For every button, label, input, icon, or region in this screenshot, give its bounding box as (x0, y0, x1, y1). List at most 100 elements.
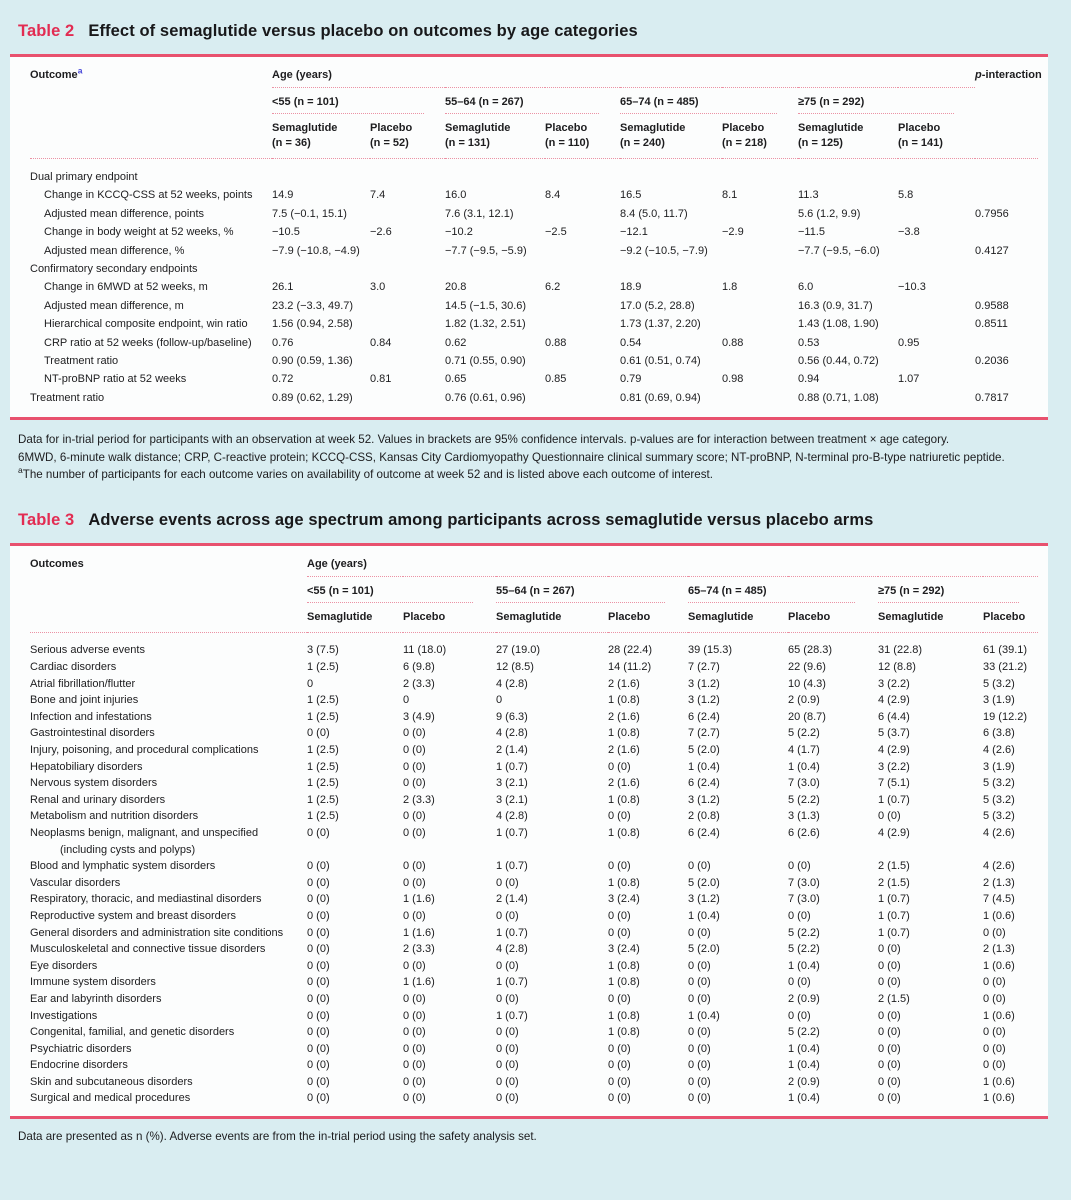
value-cell: 3.0 (370, 281, 386, 294)
value-cell: 4 (2.8) (496, 727, 528, 740)
value-cell: −7.7 (−9.5, −6.0) (798, 244, 880, 257)
value-cell (370, 297, 445, 315)
value-cell (898, 315, 975, 333)
value-cell: 0 (0) (608, 1075, 631, 1088)
value-cell: 0 (0) (878, 943, 901, 956)
value-cell: 3 (2.1) (496, 793, 528, 806)
value-cell: 3 (1.9) (983, 760, 1015, 773)
table-row: Investigations 0 (0) 0 (0) 1 (0.7) 1 (0.8) 1 … (30, 1008, 1038, 1025)
value-cell: 14.9 (272, 189, 294, 202)
table2-surface: Outcomea Age (years) p-interaction <55 (… (10, 54, 1048, 421)
table-row: Atrial fibrillation/flutter 0 2 (3.3) 4 (2.… (30, 676, 1038, 693)
value-cell: 0 (0) (878, 810, 901, 823)
value-cell: 0 (0) (403, 876, 426, 889)
table-row: Skin and subcutaneous disorders 0 (0) 0 (0… (30, 1074, 1038, 1091)
footnote-line: Data are presented as n (%). Adverse eve… (18, 1130, 537, 1144)
value-cell: 0.98 (722, 373, 744, 386)
value-cell: 0 (307, 677, 314, 690)
value-cell: 12 (8.5) (496, 661, 534, 674)
value-cell: 2 (1.6) (608, 677, 640, 690)
value-cell: 1 (0.8) (608, 826, 640, 839)
value-cell: 3 (1.2) (688, 694, 720, 707)
value-cell: 5 (2.2) (788, 943, 820, 956)
value-cell: 1 (0.7) (496, 826, 528, 839)
value-cell: 0 (0) (496, 909, 519, 922)
value-cell: 7 (2.7) (688, 661, 720, 674)
outcome-label: Nervous system disorders (30, 777, 158, 790)
value-cell: 2 (1.6) (608, 710, 640, 723)
table2: Outcomea Age (years) p-interaction <55 (… (30, 57, 1042, 417)
value-cell: 0 (0) (307, 826, 330, 839)
p-interaction-cell (975, 370, 1038, 388)
value-cell: 1 (2.5) (307, 760, 339, 773)
value-cell: 11 (18.0) (403, 644, 447, 657)
value-cell: 23.2 (−3.3, 49.7) (272, 299, 354, 312)
value-cell: 7 (3.0) (788, 893, 820, 906)
p-interaction-cell: 0.9588 (975, 299, 1009, 312)
value-cell: 1 (2.5) (307, 793, 339, 806)
value-cell: 8.4 (5.0, 11.7) (620, 207, 688, 220)
value-cell: 0 (0) (983, 926, 1006, 939)
value-cell: 0 (0) (688, 976, 711, 989)
value-cell: 1 (0.7) (496, 1009, 528, 1022)
value-cell (545, 260, 620, 278)
value-cell: 1 (0.8) (608, 976, 640, 989)
value-cell: 0 (0) (688, 860, 711, 873)
value-cell: 0.94 (798, 373, 820, 386)
value-cell: 3 (2.1) (496, 777, 528, 790)
value-cell: 28 (22.4) (608, 644, 653, 657)
table-row: Treatment ratio 0.89 (0.62, 1.29) 0.76 (0.… (30, 389, 1038, 417)
value-cell (722, 389, 798, 417)
table2-block: Table 2 Effect of semaglutide versus plac… (10, 12, 1048, 497)
table-row: Bone and joint injuries 1 (2.5) 0 0 1 (0.8) 3… (30, 692, 1038, 709)
value-cell: 0 (0) (403, 760, 426, 773)
value-cell: 2 (3.3) (403, 677, 435, 690)
table-row: Treatment ratio 0.90 (0.59, 1.36) 0.71 (0.… (30, 352, 1038, 370)
value-cell: 0 (0) (608, 926, 631, 939)
value-cell: 1 (1.6) (403, 926, 435, 939)
p-interaction-cell (975, 260, 1038, 278)
value-cell (722, 159, 798, 187)
value-cell (798, 159, 898, 187)
outcome-header-label: Outcome (30, 69, 78, 81)
value-cell: 12 (8.8) (878, 661, 916, 674)
outcome-label: Adjusted mean difference, % (44, 244, 185, 257)
value-cell: 0 (0) (403, 959, 426, 972)
outcome-label: Adjusted mean difference, m (44, 299, 184, 312)
value-cell: 1.82 (1.32, 2.51) (445, 318, 526, 331)
value-cell: 6 (2.4) (688, 826, 720, 839)
value-cell: 0 (0) (307, 926, 330, 939)
value-cell: 3 (2.4) (608, 943, 640, 956)
value-cell: 0 (0) (307, 1009, 330, 1022)
p-interaction-cell (975, 159, 1038, 187)
value-cell: 1 (2.5) (307, 694, 339, 707)
value-cell: 5 (3.2) (983, 793, 1015, 806)
value-cell: 1 (0.7) (878, 926, 910, 939)
value-cell: 1 (2.5) (307, 710, 339, 723)
value-cell: 7.4 (370, 189, 386, 202)
value-cell: 0.61 (0.51, 0.74) (620, 355, 701, 368)
value-cell: 4 (1.7) (788, 744, 820, 757)
table3-outcomes-header: Outcomes (30, 546, 307, 634)
value-cell: 5 (2.2) (788, 926, 820, 939)
table-row: Change in KCCQ-CSS at 52 weeks, points 14… (30, 186, 1038, 204)
table-row: CRP ratio at 52 weeks (follow-up/baselin… (30, 334, 1038, 352)
footnote-marker: a (18, 465, 23, 476)
value-cell: 1 (0.7) (878, 893, 910, 906)
footnote-line: aThe number of participants for each out… (18, 465, 713, 482)
value-cell: 5.6 (1.2, 9.9) (798, 207, 861, 220)
value-cell: 0 (0) (403, 777, 426, 790)
value-cell: 7 (5.1) (878, 777, 910, 790)
value-cell: 1 (0.7) (496, 760, 528, 773)
value-cell: 1 (0.7) (496, 926, 528, 939)
table-row: Change in 6MWD at 52 weeks, m 26.1 3.0 20.8… (30, 278, 1038, 296)
p-interaction-cell: 0.2036 (975, 355, 1009, 368)
outcome-label: General disorders and administration sit… (30, 926, 284, 939)
value-cell (898, 297, 975, 315)
table-row: Musculoskeletal and connective tissue di… (30, 941, 1038, 958)
outcome-label: Change in KCCQ-CSS at 52 weeks, points (44, 189, 253, 202)
value-cell: 0.72 (272, 373, 294, 386)
value-cell: 0 (0) (608, 909, 631, 922)
value-cell: 18.9 (620, 281, 642, 294)
table-row: Nervous system disorders 1 (2.5) 0 (0) 3 (2… (30, 775, 1038, 792)
